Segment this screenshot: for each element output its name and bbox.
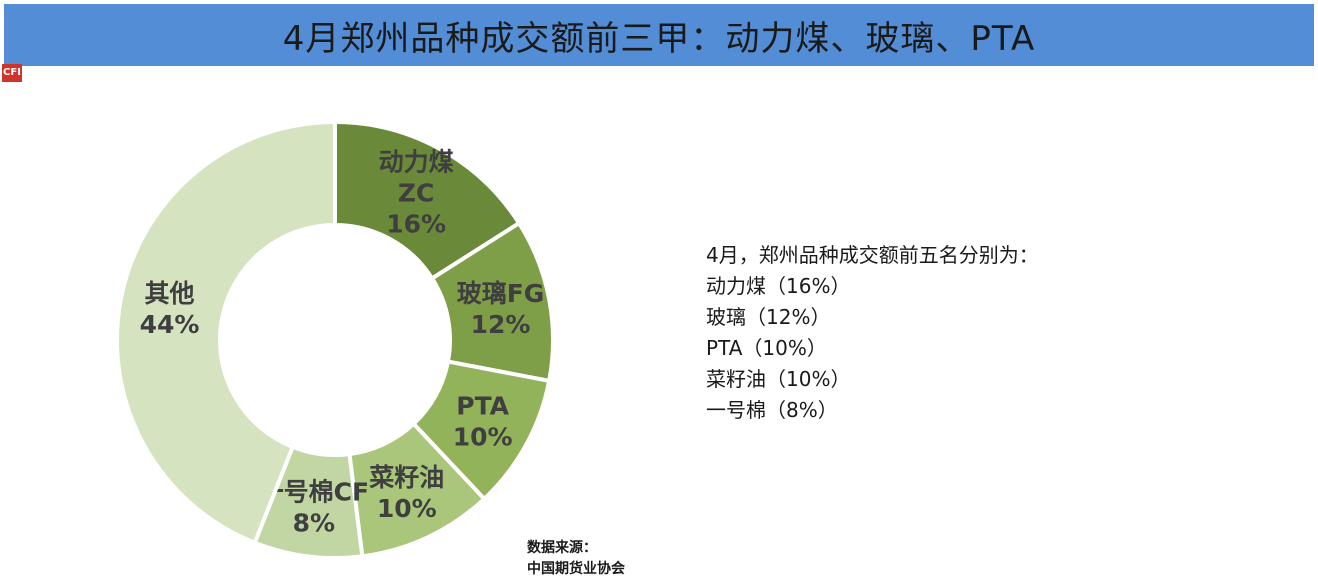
slice-label-line: PTA [456, 392, 509, 421]
slice-label-4: 菜籽油 10% [368, 463, 444, 523]
slice-label-line: 10% [377, 494, 437, 523]
summary-item-4: 菜籽油（10%） [706, 367, 851, 391]
summary-item-3: PTA（10%） [706, 336, 827, 360]
summary-item-2: 玻璃（12%） [706, 305, 831, 329]
summary-item-5: 一号棉（8%） [706, 398, 838, 422]
summary-heading: 4月，郑州品种成交额前五名分别为： [706, 243, 1039, 267]
title-banner: 4月郑州品种成交额前三甲：动力煤、玻璃、PTA [4, 4, 1314, 66]
slice-label-line: 16% [386, 209, 446, 238]
donut-slice-1 [333, 119, 522, 282]
slice-label-line: 其他 [144, 279, 194, 308]
logo-icon: CFI [2, 64, 22, 82]
slice-label-2: 玻璃FG 12% [457, 279, 545, 339]
summary-panel: 4月，郑州品种成交额前五名分别为： 动力煤（16%） 玻璃（12%） PTA（1… [706, 240, 1039, 426]
slice-label-line: 44% [140, 310, 200, 339]
logo-text: CFI [3, 67, 21, 78]
source-name: 中国期货业协会 [527, 561, 625, 577]
slice-label-1: 动力煤 ZC 16% [379, 147, 454, 238]
slice-label-line: 10% [453, 423, 513, 452]
data-source: 数据来源： 中国期货业协会 [527, 538, 625, 580]
slice-label-6: 其他 44% [140, 279, 200, 339]
slice-label-line: 12% [471, 310, 531, 339]
page-title: 4月郑州品种成交额前三甲：动力煤、玻璃、PTA [282, 18, 1036, 59]
slice-label-line: 玻璃FG [457, 279, 545, 308]
slice-label-line: 动力煤 [379, 147, 454, 176]
slice-label-line: 菜籽油 [368, 463, 444, 492]
summary-item-1: 动力煤（16%） [706, 274, 851, 298]
slice-label-line: ZC [398, 178, 434, 207]
source-label: 数据来源： [527, 540, 597, 556]
donut-slice-6 [115, 119, 337, 546]
slice-label-3: PTA 10% [453, 392, 513, 452]
slice-label-line: 8% [293, 509, 335, 538]
donut-chart: 动力煤 ZC 16%玻璃FG 12%PTA 10%菜籽油 10%一号棉CF 8%其他 44% [115, 119, 553, 558]
